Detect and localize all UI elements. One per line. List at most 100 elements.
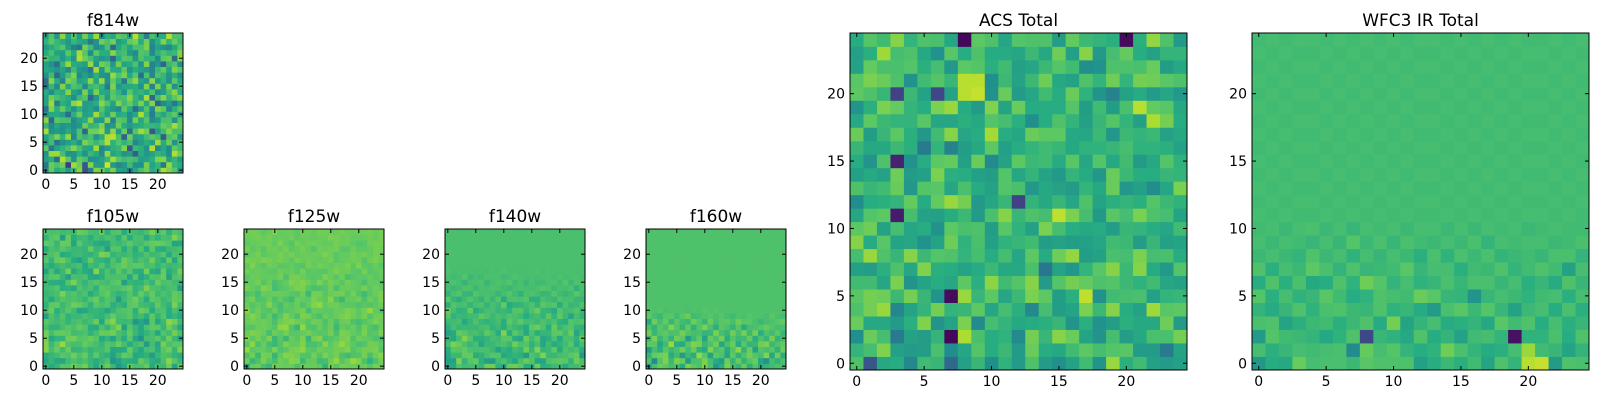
heatmap-cell	[1319, 194, 1334, 209]
heatmap-cell	[1562, 127, 1576, 142]
heatmap-cell	[1494, 181, 1509, 196]
heatmap-cell	[1400, 167, 1415, 182]
heatmap-cell	[1133, 33, 1147, 47]
heatmap-cell	[540, 229, 547, 235]
heatmap-cell	[696, 313, 703, 319]
heatmap-cell	[769, 251, 776, 258]
panel-title: f125w	[288, 207, 340, 227]
heatmap-cell	[890, 100, 905, 115]
heatmap-cell	[735, 307, 742, 314]
heatmap-cell	[557, 301, 563, 308]
heatmap-cell	[110, 44, 117, 51]
heatmap-cell	[506, 307, 513, 314]
heatmap-cell	[1440, 33, 1455, 47]
heatmap-cell	[177, 296, 184, 303]
heatmap-cell	[1173, 329, 1188, 344]
heatmap-cell	[48, 363, 55, 370]
heatmap-cell	[367, 346, 374, 353]
heatmap-cell	[467, 290, 474, 297]
axes-frame	[849, 32, 1188, 371]
heatmap-cell	[534, 285, 541, 291]
heatmap-cell	[378, 357, 385, 364]
heatmap-cell	[903, 181, 918, 196]
heatmap-cell	[300, 285, 306, 291]
heatmap-cell	[316, 229, 323, 235]
heatmap-cell	[863, 262, 878, 277]
heatmap-cell	[1292, 181, 1307, 196]
heatmap-cell	[138, 33, 145, 39]
heatmap-cell	[322, 279, 329, 286]
heatmap-cell	[456, 245, 463, 252]
heatmap-cell	[984, 262, 999, 277]
heatmap-cell	[662, 313, 669, 319]
heatmap-cell	[718, 363, 725, 370]
heatmap-cell	[1454, 154, 1469, 169]
heatmap-cell	[890, 302, 905, 317]
heatmap-cell	[774, 352, 781, 359]
heatmap-cell	[99, 38, 105, 45]
heatmap-cell	[944, 86, 959, 101]
heatmap-cell	[1133, 167, 1147, 182]
heatmap-cell	[484, 352, 491, 359]
heatmap-cell	[65, 329, 72, 336]
heatmap-cell	[1025, 302, 1040, 317]
heatmap-cell	[82, 285, 89, 291]
heatmap-cell	[467, 352, 474, 359]
heatmap-cell	[110, 111, 117, 118]
heatmap-cell	[568, 324, 575, 331]
heatmap-cell	[305, 301, 312, 308]
heatmap-cell	[277, 240, 284, 247]
heatmap-cell	[707, 335, 714, 342]
heatmap-cell	[177, 318, 184, 325]
heatmap-cell	[1079, 356, 1094, 371]
heatmap-cell	[333, 335, 340, 342]
heatmap-cell	[1481, 140, 1496, 155]
heatmap-cell	[121, 145, 128, 151]
heatmap-cell	[758, 318, 764, 325]
heatmap-cell	[59, 318, 66, 325]
heatmap-cell	[718, 279, 725, 286]
heatmap-cell	[1278, 154, 1293, 169]
heatmap-cell	[1252, 154, 1266, 169]
heatmap-cell	[1467, 46, 1482, 61]
heatmap-cell	[523, 290, 530, 297]
heatmap-cell	[171, 341, 178, 347]
heatmap-cell	[713, 307, 720, 314]
heatmap-cell	[1079, 208, 1094, 223]
heatmap-cell	[244, 301, 250, 308]
heatmap-cell	[155, 100, 161, 107]
heatmap-cell	[1038, 343, 1053, 357]
heatmap-cell	[127, 139, 133, 146]
heatmap-cell	[1386, 154, 1401, 169]
heatmap-cell	[249, 290, 256, 297]
heatmap-cell	[484, 296, 491, 303]
heatmap-cell	[1079, 46, 1094, 61]
heatmap-cell	[662, 240, 669, 247]
heatmap-cell	[1265, 356, 1280, 371]
heatmap-cell	[1481, 262, 1496, 277]
heatmap-cell	[746, 352, 753, 359]
heatmap-cell	[1467, 33, 1482, 47]
heatmap-cell	[944, 154, 959, 169]
heatmap-cell	[155, 122, 161, 129]
heatmap-cell	[121, 251, 128, 258]
heatmap-cell	[132, 301, 139, 308]
heatmap-cell	[1386, 221, 1401, 236]
heatmap-cell	[171, 77, 178, 84]
heatmap-cell	[82, 94, 89, 101]
heatmap-cell	[1548, 208, 1563, 223]
heatmap-cell	[76, 313, 83, 319]
heatmap-cell	[1146, 113, 1161, 128]
heatmap-cell	[288, 329, 295, 336]
heatmap-cell	[132, 49, 139, 56]
heatmap-cell	[713, 279, 720, 286]
heatmap-cell	[65, 352, 72, 359]
heatmap-cell	[718, 346, 725, 353]
heatmap-cell	[534, 262, 541, 269]
heatmap-cell	[87, 44, 94, 51]
heatmap-cell	[1359, 194, 1374, 209]
heatmap-cell	[1106, 113, 1120, 128]
heatmap-cell	[1535, 235, 1549, 250]
heatmap-cell	[473, 251, 479, 258]
heatmap-cell	[568, 285, 575, 291]
